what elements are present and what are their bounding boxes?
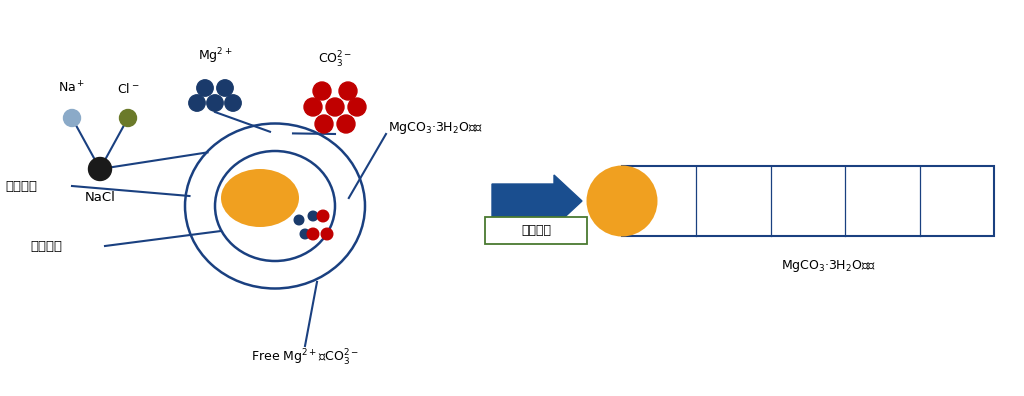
Circle shape — [308, 211, 317, 221]
Text: 液相界面: 液相界面 — [5, 179, 37, 192]
Circle shape — [197, 80, 213, 96]
Circle shape — [587, 166, 657, 236]
Text: Free Mg$^{2+}$、CO$_3^{2-}$: Free Mg$^{2+}$、CO$_3^{2-}$ — [251, 348, 358, 368]
Circle shape — [188, 95, 205, 111]
Circle shape — [225, 95, 242, 111]
Text: Cl$^-$: Cl$^-$ — [117, 82, 139, 96]
Circle shape — [207, 95, 223, 111]
Bar — [622, 166, 994, 236]
Circle shape — [339, 82, 357, 100]
Circle shape — [337, 115, 355, 133]
Text: MgCO$_3$·3H$_2$O晶体: MgCO$_3$·3H$_2$O晶体 — [780, 258, 876, 274]
Circle shape — [322, 228, 333, 240]
Circle shape — [326, 98, 344, 116]
Circle shape — [313, 82, 331, 100]
Circle shape — [294, 215, 304, 225]
Circle shape — [63, 110, 81, 126]
Text: Na$^+$: Na$^+$ — [58, 81, 86, 96]
Text: CO$_3^{2-}$: CO$_3^{2-}$ — [317, 50, 352, 70]
Circle shape — [307, 228, 318, 240]
Circle shape — [315, 115, 333, 133]
Text: NaCl: NaCl — [85, 191, 116, 204]
Ellipse shape — [221, 169, 299, 227]
Circle shape — [304, 98, 322, 116]
Circle shape — [348, 98, 366, 116]
Circle shape — [88, 158, 112, 181]
Bar — [485, 217, 587, 244]
Text: 生长方向: 生长方向 — [521, 224, 551, 237]
Circle shape — [317, 210, 329, 222]
Circle shape — [120, 110, 136, 126]
Circle shape — [300, 229, 310, 239]
Text: 固液界面: 固液界面 — [30, 240, 62, 253]
Text: MgCO$_3$·3H$_2$O晶核: MgCO$_3$·3H$_2$O晶核 — [388, 120, 482, 136]
Circle shape — [217, 80, 233, 96]
FancyArrow shape — [492, 175, 582, 227]
Text: Mg$^{2+}$: Mg$^{2+}$ — [198, 46, 232, 66]
